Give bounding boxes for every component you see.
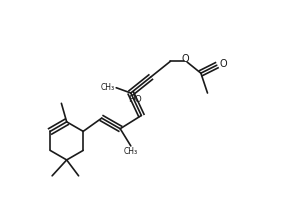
Text: CH₃: CH₃ (101, 83, 115, 92)
Text: CH₃: CH₃ (124, 147, 138, 156)
Text: O: O (219, 59, 227, 69)
Text: O: O (182, 54, 189, 64)
Text: HO: HO (128, 95, 142, 104)
